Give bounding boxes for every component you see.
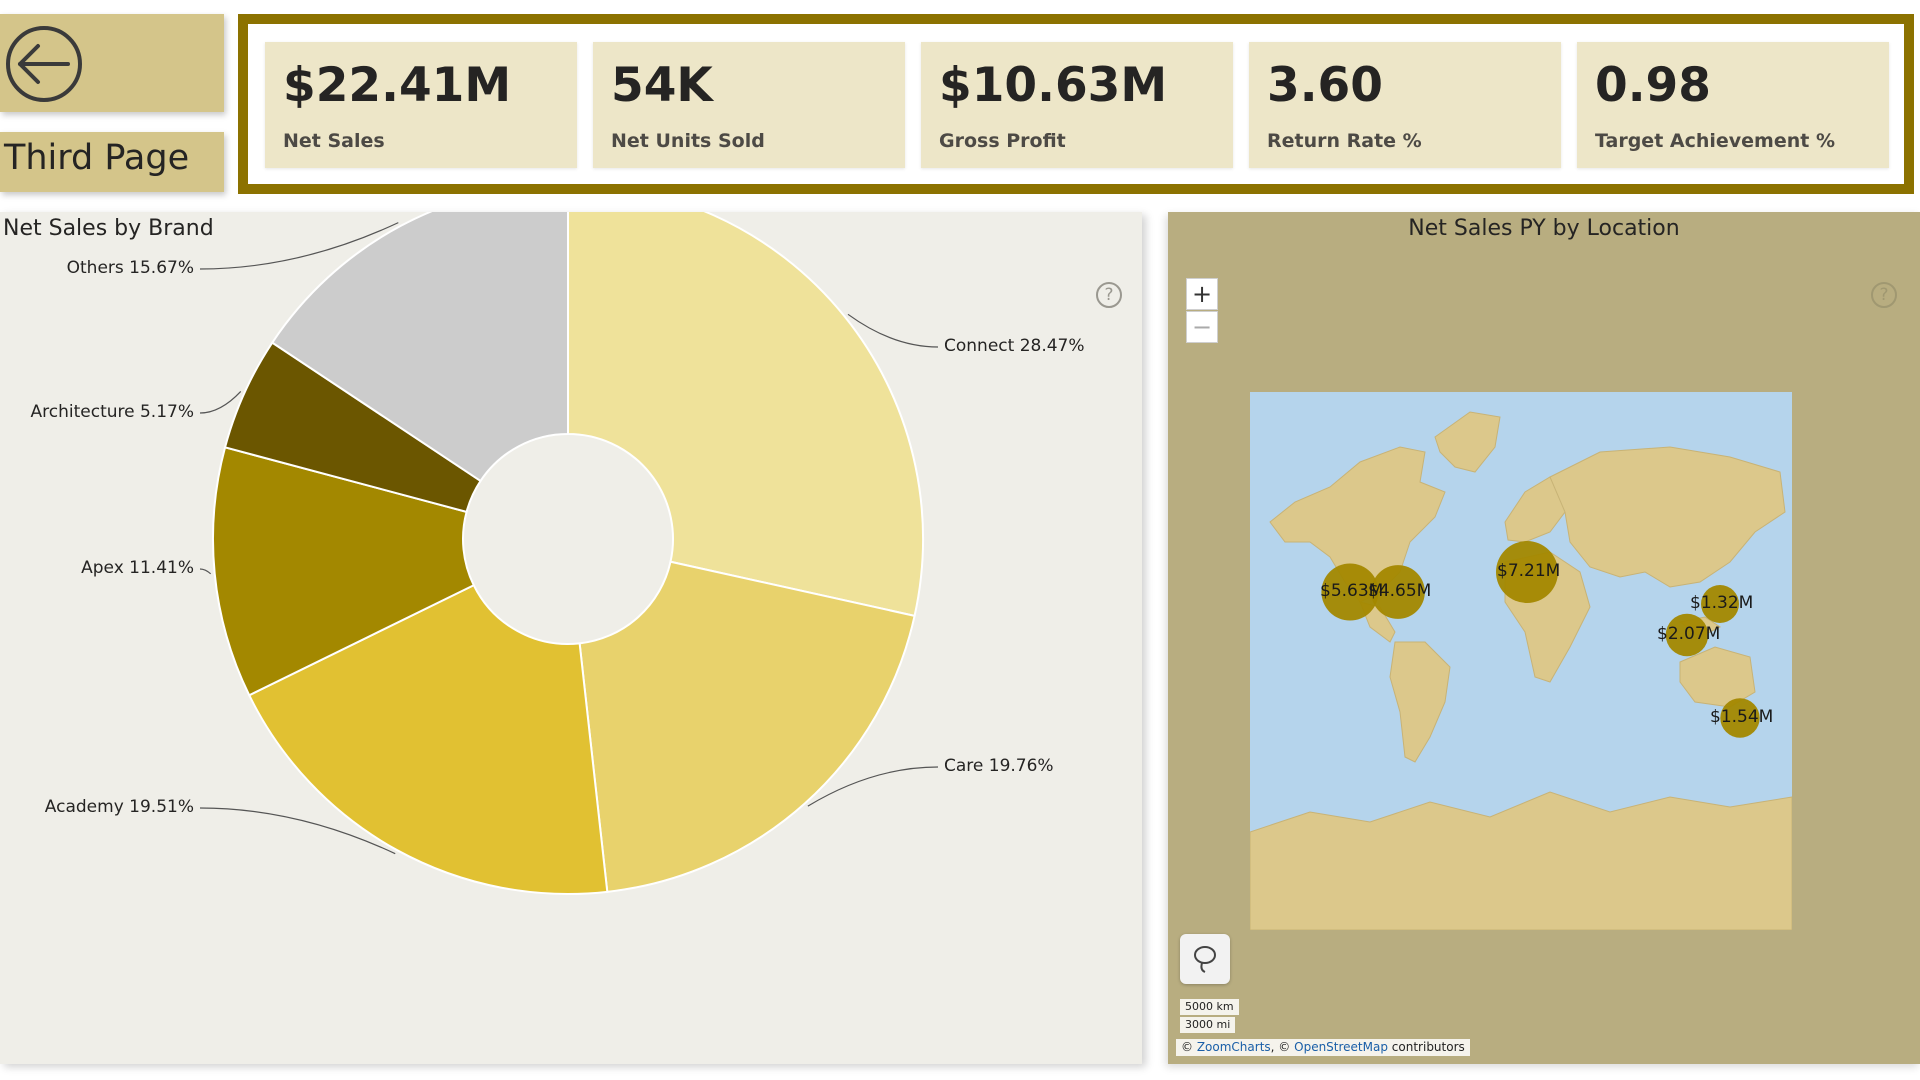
page-title-container (0, 132, 224, 192)
kpi-card-return-rate[interactable]: 3.60 Return Rate % (1249, 42, 1561, 168)
back-button[interactable] (4, 26, 84, 106)
attribution-mid: , © (1270, 1040, 1291, 1054)
map-bubble[interactable] (1720, 698, 1760, 738)
kpi-value: $22.41M (283, 58, 512, 113)
donut-slice-care[interactable] (578, 560, 916, 893)
question-circle-icon[interactable]: ? (1096, 282, 1122, 308)
map-bubble-label: $7.21M (1497, 561, 1561, 581)
scale-mi: 3000 mi (1180, 1017, 1236, 1033)
donut-slice-apex[interactable] (212, 446, 476, 697)
donut-slice-others[interactable] (270, 212, 569, 483)
kpi-value: 0.98 (1595, 58, 1711, 113)
arrow-left-icon (6, 26, 82, 102)
leader-line (847, 313, 939, 348)
kpi-value: 54K (611, 58, 713, 113)
map-bubble-label: $2.07M (1657, 624, 1721, 644)
kpi-value: 3.60 (1267, 58, 1383, 113)
map-bubble-label: $4.65M (1368, 581, 1432, 601)
map-bubble[interactable] (1371, 565, 1425, 619)
scale-km: 5000 km (1180, 999, 1239, 1015)
kpi-card-net-units-sold[interactable]: 54K Net Units Sold (593, 42, 905, 168)
donut-chart (199, 212, 939, 895)
world-map[interactable] (1250, 392, 1792, 930)
kpi-value: $10.63M (939, 58, 1168, 113)
leader-line (199, 222, 399, 270)
data-label-care: Care 19.76% (944, 756, 1054, 776)
map-bubble[interactable] (1665, 613, 1709, 657)
data-label-architecture: Architecture 5.17% (30, 402, 194, 422)
data-label-connect: Connect 28.47% (944, 336, 1085, 356)
leader-line (199, 807, 396, 855)
lasso-icon (1194, 946, 1216, 973)
openstreetmap-link[interactable]: OpenStreetMap (1294, 1040, 1388, 1054)
zoomcharts-link[interactable]: ZoomCharts (1196, 1040, 1271, 1054)
map-bubble-label: $1.32M (1690, 593, 1754, 613)
kpi-label: Return Rate % (1267, 130, 1422, 152)
kpi-label: Gross Profit (939, 130, 1066, 152)
map-bubble[interactable] (1701, 585, 1739, 623)
kpi-card-gross-profit[interactable]: $10.63M Gross Profit (921, 42, 1233, 168)
map-title: Net Sales PY by Location (1408, 216, 1680, 241)
data-label-apex: Apex 11.41% (81, 558, 194, 578)
kpi-label: Net Units Sold (611, 130, 765, 152)
lasso-select-button[interactable] (1180, 934, 1230, 984)
kpi-card-target-achievement[interactable]: 0.98 Target Achievement % (1577, 42, 1889, 168)
map-bubble-label: $5.63M (1320, 581, 1384, 601)
zoom-out-button[interactable]: − (1186, 311, 1218, 343)
data-label-academy: Academy 19.51% (44, 797, 194, 817)
kpi-label: Target Achievement % (1595, 130, 1835, 152)
kpi-label: Net Sales (283, 130, 385, 152)
page-title: Third Page (4, 138, 190, 178)
zoom-in-button[interactable]: + (1186, 278, 1218, 310)
attribution-prefix: © (1181, 1040, 1193, 1054)
donut-slice-connect[interactable] (567, 212, 924, 618)
leader-line (807, 766, 939, 807)
leader-line (199, 390, 242, 414)
question-circle-icon[interactable]: ? (1871, 282, 1897, 308)
map-attribution: © ZoomCharts, © OpenStreetMap contributo… (1176, 1039, 1470, 1056)
donut-chart-title: Net Sales by Brand (3, 216, 214, 241)
map-bubble[interactable] (1496, 541, 1558, 603)
data-label-others: Others 15.67% (66, 258, 194, 278)
leader-line (199, 568, 212, 575)
attribution-suffix: contributors (1391, 1040, 1465, 1054)
map-bubble[interactable] (1321, 563, 1379, 621)
donut-slice-academy[interactable] (247, 583, 609, 895)
kpi-card-net-sales[interactable]: $22.41M Net Sales (265, 42, 577, 168)
map-bubble-label: $1.54M (1710, 707, 1774, 727)
